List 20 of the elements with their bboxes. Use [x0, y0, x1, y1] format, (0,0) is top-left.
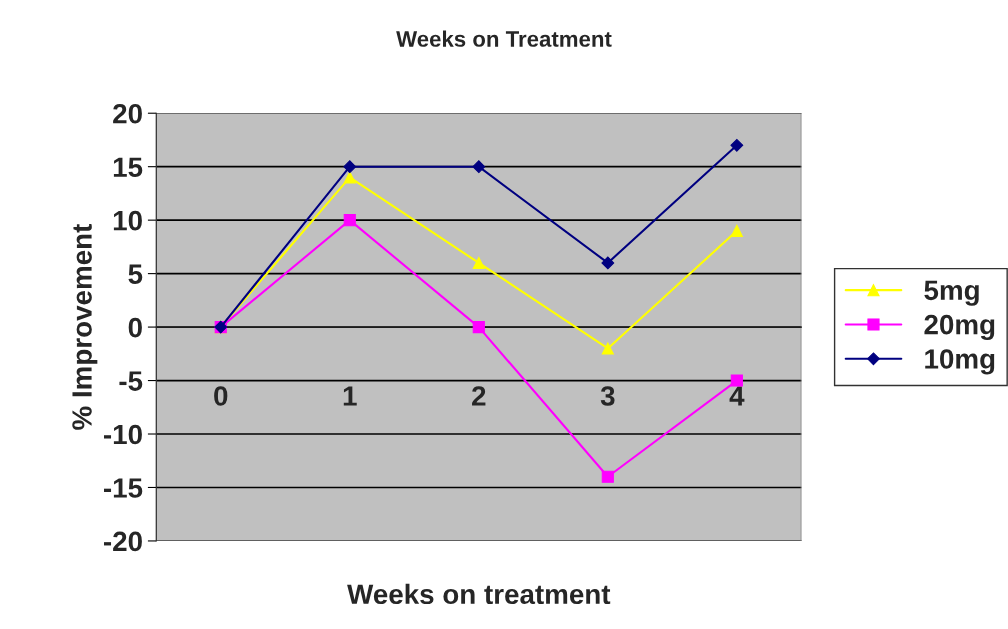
x-tick-label: 3 — [600, 386, 615, 406]
y-tick-label: 10 — [113, 210, 142, 231]
y-tick-label: 15 — [113, 157, 143, 178]
y-tick-label: 20 — [113, 103, 142, 124]
x-axis-title: Weeks on treatment — [347, 583, 611, 605]
y-tick-label: -10 — [103, 424, 142, 445]
x-tick-label: 1 — [343, 386, 357, 406]
legend-label: 5mg — [924, 280, 979, 306]
legend-label: 20mg — [924, 314, 995, 341]
y-tick-label: -5 — [119, 371, 143, 391]
y-tick-label: -20 — [103, 531, 142, 552]
x-tick-label: 0 — [214, 386, 228, 406]
x-tick-label: 2 — [472, 386, 486, 406]
x-tick-label: 4 — [729, 386, 745, 406]
y-tick-label: -15 — [103, 478, 143, 498]
y-axis-title: % Improvement — [72, 224, 98, 430]
chart-title: Weeks on Treatment — [396, 30, 612, 47]
y-tick-label: 0 — [128, 317, 142, 338]
legend-label: 10mg — [925, 349, 995, 375]
y-tick-label: 5 — [128, 264, 143, 284]
